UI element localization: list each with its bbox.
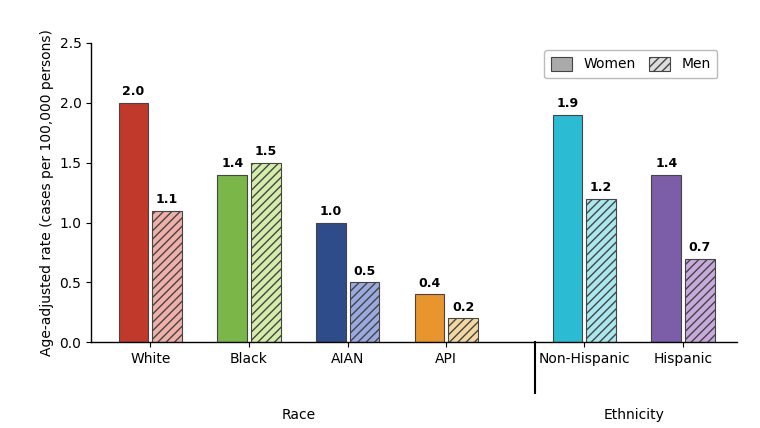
Bar (685, 259, 714, 342)
Text: 1.2: 1.2 (590, 181, 613, 194)
Bar (651, 175, 681, 342)
Text: 1.1: 1.1 (156, 193, 179, 206)
Bar (217, 175, 247, 342)
Text: 0.5: 0.5 (353, 265, 375, 278)
Text: 0.7: 0.7 (689, 241, 711, 254)
Text: Ethnicity: Ethnicity (603, 408, 664, 422)
Bar (119, 103, 148, 342)
Legend: Women, Men: Women, Men (544, 50, 717, 78)
Bar (251, 163, 280, 342)
Bar (152, 211, 182, 342)
Bar (415, 294, 445, 342)
Text: 1.4: 1.4 (655, 157, 677, 170)
Bar (586, 199, 616, 342)
Text: 0.4: 0.4 (418, 276, 441, 290)
Bar (448, 318, 478, 342)
Text: 0.2: 0.2 (452, 300, 474, 314)
Text: Race: Race (281, 408, 315, 422)
Text: 1.0: 1.0 (320, 205, 342, 218)
Text: 2.0: 2.0 (122, 85, 144, 98)
Bar (350, 282, 379, 342)
Text: 1.4: 1.4 (221, 157, 243, 170)
Bar (316, 223, 346, 342)
Bar (553, 115, 582, 342)
Y-axis label: Age-adjusted rate (cases per 100,000 persons): Age-adjusted rate (cases per 100,000 per… (40, 29, 54, 356)
Text: 1.5: 1.5 (255, 145, 277, 158)
Text: 1.9: 1.9 (556, 97, 578, 110)
